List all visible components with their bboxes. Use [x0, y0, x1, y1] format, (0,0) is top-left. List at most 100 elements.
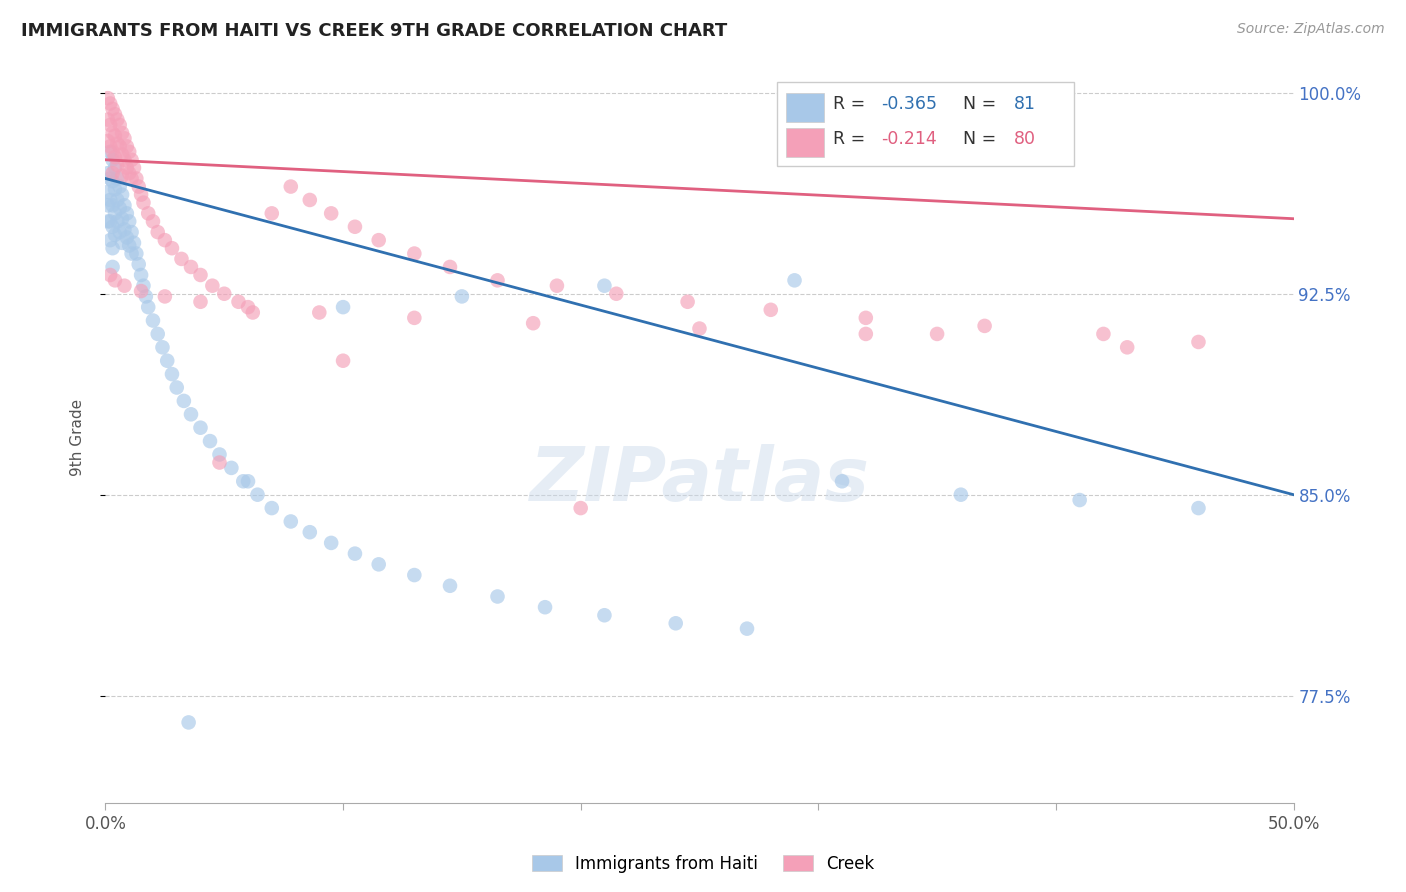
Point [332, 300, 354, 314]
Point [1187, 501, 1209, 516]
FancyBboxPatch shape [786, 128, 824, 157]
Point [105, 214, 128, 228]
Point [236, 300, 259, 314]
Point [121, 153, 143, 167]
Point [569, 501, 592, 516]
Point [101, 174, 124, 188]
Point [115, 161, 138, 175]
Point [105, 193, 128, 207]
Point [439, 579, 461, 593]
Y-axis label: 9th Grade: 9th Grade [70, 399, 84, 475]
Point [160, 241, 183, 255]
Point [104, 161, 127, 175]
Point [118, 145, 141, 159]
Point [142, 214, 165, 228]
Point [97, 198, 120, 212]
Point [152, 340, 174, 354]
Point [97, 214, 120, 228]
Point [332, 353, 354, 368]
Point [108, 179, 131, 194]
Point [105, 112, 128, 127]
Point [105, 171, 128, 186]
Point [198, 434, 221, 449]
Point [98, 139, 121, 153]
Point [831, 475, 853, 489]
Point [115, 230, 138, 244]
Point [129, 268, 152, 282]
Point [97, 91, 120, 105]
Point [153, 233, 176, 247]
Point [108, 139, 131, 153]
Point [142, 313, 165, 327]
Point [97, 166, 120, 180]
Point [146, 326, 169, 341]
Point [104, 227, 127, 242]
Point [97, 134, 120, 148]
Point [201, 278, 224, 293]
Point [783, 273, 806, 287]
Point [146, 225, 169, 239]
Point [367, 233, 389, 247]
Point [114, 222, 136, 236]
Point [125, 171, 148, 186]
Point [129, 284, 152, 298]
Point [665, 616, 688, 631]
Point [105, 136, 128, 151]
Text: R =: R = [832, 95, 870, 113]
Point [298, 525, 321, 540]
Point [166, 380, 188, 394]
Point [98, 96, 121, 111]
Point [118, 238, 141, 252]
Point [735, 622, 758, 636]
Point [404, 568, 426, 582]
Point [1092, 326, 1115, 341]
Point [228, 294, 250, 309]
Point [242, 305, 264, 319]
Point [101, 260, 124, 274]
Point [98, 214, 121, 228]
Point [593, 278, 616, 293]
Point [190, 268, 212, 282]
Text: R =: R = [832, 130, 870, 148]
Point [104, 150, 127, 164]
Point [114, 131, 136, 145]
FancyBboxPatch shape [776, 82, 1074, 167]
Point [450, 289, 472, 303]
Point [111, 187, 134, 202]
Point [97, 185, 120, 199]
Point [101, 153, 124, 167]
Point [676, 294, 699, 309]
Point [367, 558, 389, 572]
Point [98, 233, 121, 247]
Point [546, 278, 568, 293]
Point [108, 225, 131, 239]
Point [208, 448, 231, 462]
Point [135, 289, 157, 303]
Point [111, 235, 134, 250]
Point [160, 367, 183, 381]
Point [486, 273, 509, 287]
Point [321, 206, 343, 220]
Point [136, 206, 159, 220]
Point [128, 257, 150, 271]
Point [156, 353, 179, 368]
Point [101, 102, 124, 116]
Point [404, 310, 426, 325]
Point [101, 126, 124, 140]
Point [132, 278, 155, 293]
Point [114, 198, 136, 212]
Point [98, 268, 121, 282]
Point [121, 171, 143, 186]
Point [136, 300, 159, 314]
Point [98, 193, 121, 207]
Point [177, 715, 200, 730]
Point [129, 187, 152, 202]
Point [925, 326, 948, 341]
Point [190, 294, 212, 309]
Point [308, 305, 330, 319]
Text: -0.214: -0.214 [882, 130, 936, 148]
Point [118, 214, 141, 228]
Point [190, 420, 212, 434]
Point [104, 206, 127, 220]
Point [236, 475, 259, 489]
